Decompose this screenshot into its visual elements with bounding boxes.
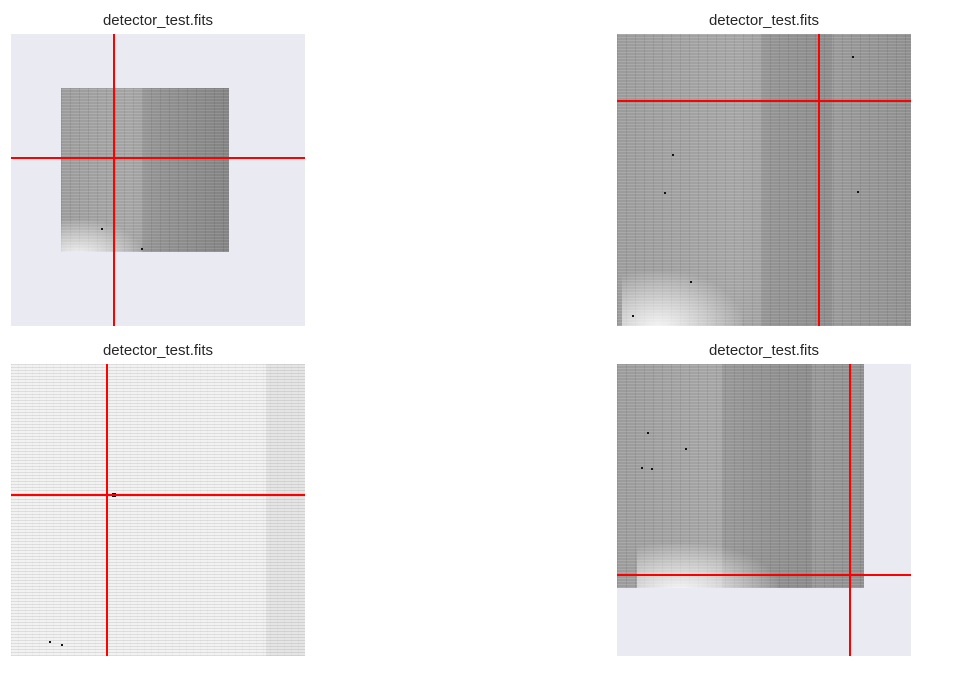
crosshair-horizontal[interactable] xyxy=(11,157,305,159)
hot-pixel xyxy=(61,644,63,646)
hot-pixel xyxy=(857,191,859,193)
image-panel-top-left[interactable]: detector_test.fits xyxy=(11,12,305,326)
detector-image xyxy=(617,364,864,588)
crosshair-vertical[interactable] xyxy=(113,34,115,326)
hot-pixel xyxy=(690,281,692,283)
crosshair-horizontal[interactable] xyxy=(617,100,911,102)
image-axes[interactable] xyxy=(11,34,305,326)
image-bright-corner xyxy=(622,272,742,326)
image-axes[interactable] xyxy=(11,364,305,656)
image-axes[interactable] xyxy=(617,364,911,656)
hot-pixel xyxy=(647,432,649,434)
detector-image xyxy=(61,88,229,252)
image-panel-bottom-left[interactable]: detector_test.fits xyxy=(11,342,305,656)
hot-pixel xyxy=(672,154,674,156)
crosshair-vertical[interactable] xyxy=(818,34,820,326)
panel-title: detector_test.fits xyxy=(708,342,820,359)
hot-pixel xyxy=(664,192,666,194)
image-column-band xyxy=(762,34,832,326)
crosshair-horizontal[interactable] xyxy=(11,494,305,496)
panel-title: detector_test.fits xyxy=(102,342,214,359)
hot-pixel xyxy=(141,248,143,250)
crosshair-horizontal[interactable] xyxy=(617,574,911,576)
image-panel-bottom-right[interactable]: detector_test.fits xyxy=(617,342,911,656)
hot-pixel xyxy=(651,468,653,470)
image-column-band xyxy=(143,88,229,252)
detector-image xyxy=(11,364,305,656)
detector-image xyxy=(617,34,911,326)
image-axes[interactable] xyxy=(617,34,911,326)
panel-title: detector_test.fits xyxy=(102,12,214,29)
hot-pixel xyxy=(49,641,51,643)
crosshair-vertical[interactable] xyxy=(106,364,108,656)
hot-pixel xyxy=(641,467,643,469)
image-panel-top-right[interactable]: detector_test.fits xyxy=(617,12,911,326)
crosshair-vertical[interactable] xyxy=(849,364,851,656)
image-bright-corner xyxy=(637,544,777,588)
image-bright-corner xyxy=(61,220,141,252)
image-column-band xyxy=(266,364,305,656)
hot-pixel xyxy=(852,56,854,58)
hot-pixel xyxy=(101,228,103,230)
panel-title: detector_test.fits xyxy=(708,12,820,29)
hot-pixel xyxy=(632,315,634,317)
hot-pixel xyxy=(685,448,687,450)
